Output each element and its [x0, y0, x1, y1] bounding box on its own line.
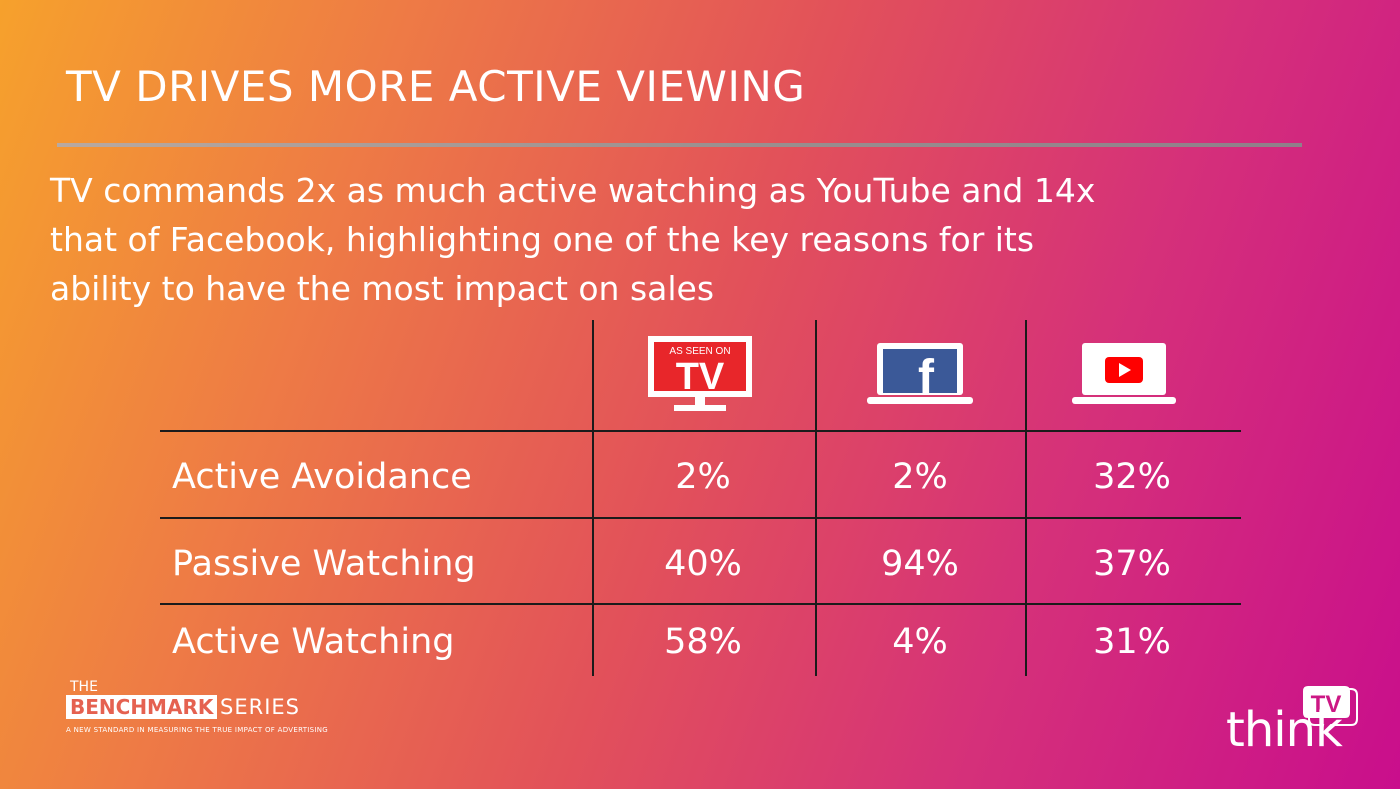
table-cell: 31%: [1093, 622, 1171, 662]
tv-badge-top-text: AS SEEN ON: [669, 346, 730, 357]
table-cell: 58%: [664, 622, 742, 662]
youtube-laptop-icon: [1072, 343, 1176, 404]
table-cell: 94%: [881, 544, 959, 584]
row-label-passive-watching: Passive Watching: [172, 544, 476, 584]
facebook-laptop-icon: f: [867, 343, 973, 404]
table-row-divider: [160, 430, 1241, 432]
brand-the: THE: [70, 679, 98, 695]
facebook-glyph: f: [918, 351, 935, 404]
tv-badge-big-text: TV: [676, 356, 725, 398]
brand-tagline: A NEW STANDARD IN MEASURING THE TRUE IMP…: [66, 726, 329, 734]
brand-series: SERIES: [220, 695, 300, 719]
subtitle: TV commands 2x as much active watching a…: [50, 166, 1310, 313]
table-column-divider: [592, 320, 594, 676]
table-cell: 37%: [1093, 544, 1171, 584]
tv-as-seen-on-tv-icon: AS SEEN ON TV: [648, 336, 752, 411]
table-cell: 4%: [892, 622, 948, 662]
subtitle-line: ability to have the most impact on sales: [50, 269, 715, 308]
table-cell: 40%: [664, 544, 742, 584]
row-label-active-watching: Active Watching: [172, 622, 455, 662]
title-divider: [57, 143, 1302, 147]
logo-think-text: think: [1226, 702, 1343, 758]
table-row-divider: [160, 603, 1241, 605]
table-cell: 2%: [675, 457, 731, 497]
slide-title: TV DRIVES MORE ACTIVE VIEWING: [66, 62, 806, 111]
table-column-divider: [815, 320, 817, 676]
subtitle-line: that of Facebook, highlighting one of th…: [50, 220, 1035, 259]
think-tv-speech-bubble-icon: TV: [1303, 686, 1358, 737]
table-column-divider: [1025, 320, 1027, 676]
brand-benchmark: BENCHMARK: [66, 695, 218, 719]
table-cell: 2%: [892, 457, 948, 497]
logo-tv-text: TV: [1311, 691, 1342, 718]
row-label-active-avoidance: Active Avoidance: [172, 457, 472, 497]
table-row-divider: [160, 517, 1241, 519]
table-cell: 32%: [1093, 457, 1171, 497]
subtitle-line: TV commands 2x as much active watching a…: [50, 171, 1096, 210]
